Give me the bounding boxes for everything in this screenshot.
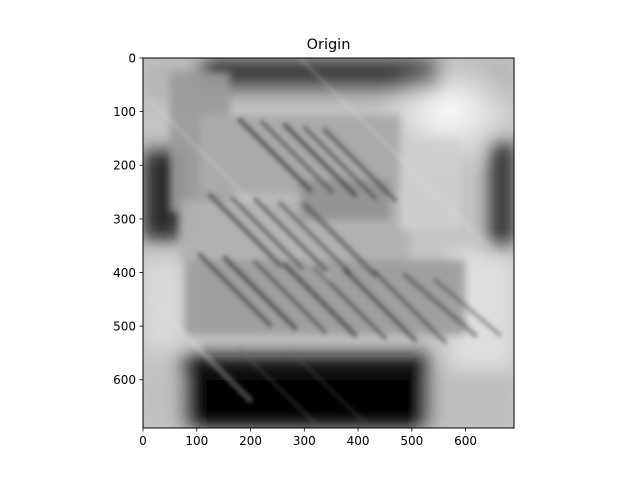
x-axis: 0 100 200 300 400 500 600 xyxy=(139,428,477,448)
y-tick-label: 600 xyxy=(113,373,136,387)
x-tick-label: 300 xyxy=(293,434,316,448)
x-tick-label: 500 xyxy=(400,434,423,448)
heatmap-image xyxy=(143,58,514,428)
y-tick-label: 400 xyxy=(113,266,136,280)
x-tick-label: 100 xyxy=(185,434,208,448)
y-tick-label: 0 xyxy=(128,52,136,66)
x-tick-label: 400 xyxy=(347,434,370,448)
y-tick-label: 200 xyxy=(113,159,136,173)
chart-title: Origin xyxy=(307,37,351,53)
x-tick-label: 0 xyxy=(139,434,147,448)
x-tick-label: 600 xyxy=(454,434,477,448)
y-tick-label: 100 xyxy=(113,105,136,119)
plot-area-frame xyxy=(142,57,515,429)
x-tick-label: 200 xyxy=(239,434,262,448)
y-axis: 0 100 200 300 400 500 600 xyxy=(113,52,143,387)
y-tick-label: 500 xyxy=(113,320,136,334)
y-tick-label: 300 xyxy=(113,212,136,226)
